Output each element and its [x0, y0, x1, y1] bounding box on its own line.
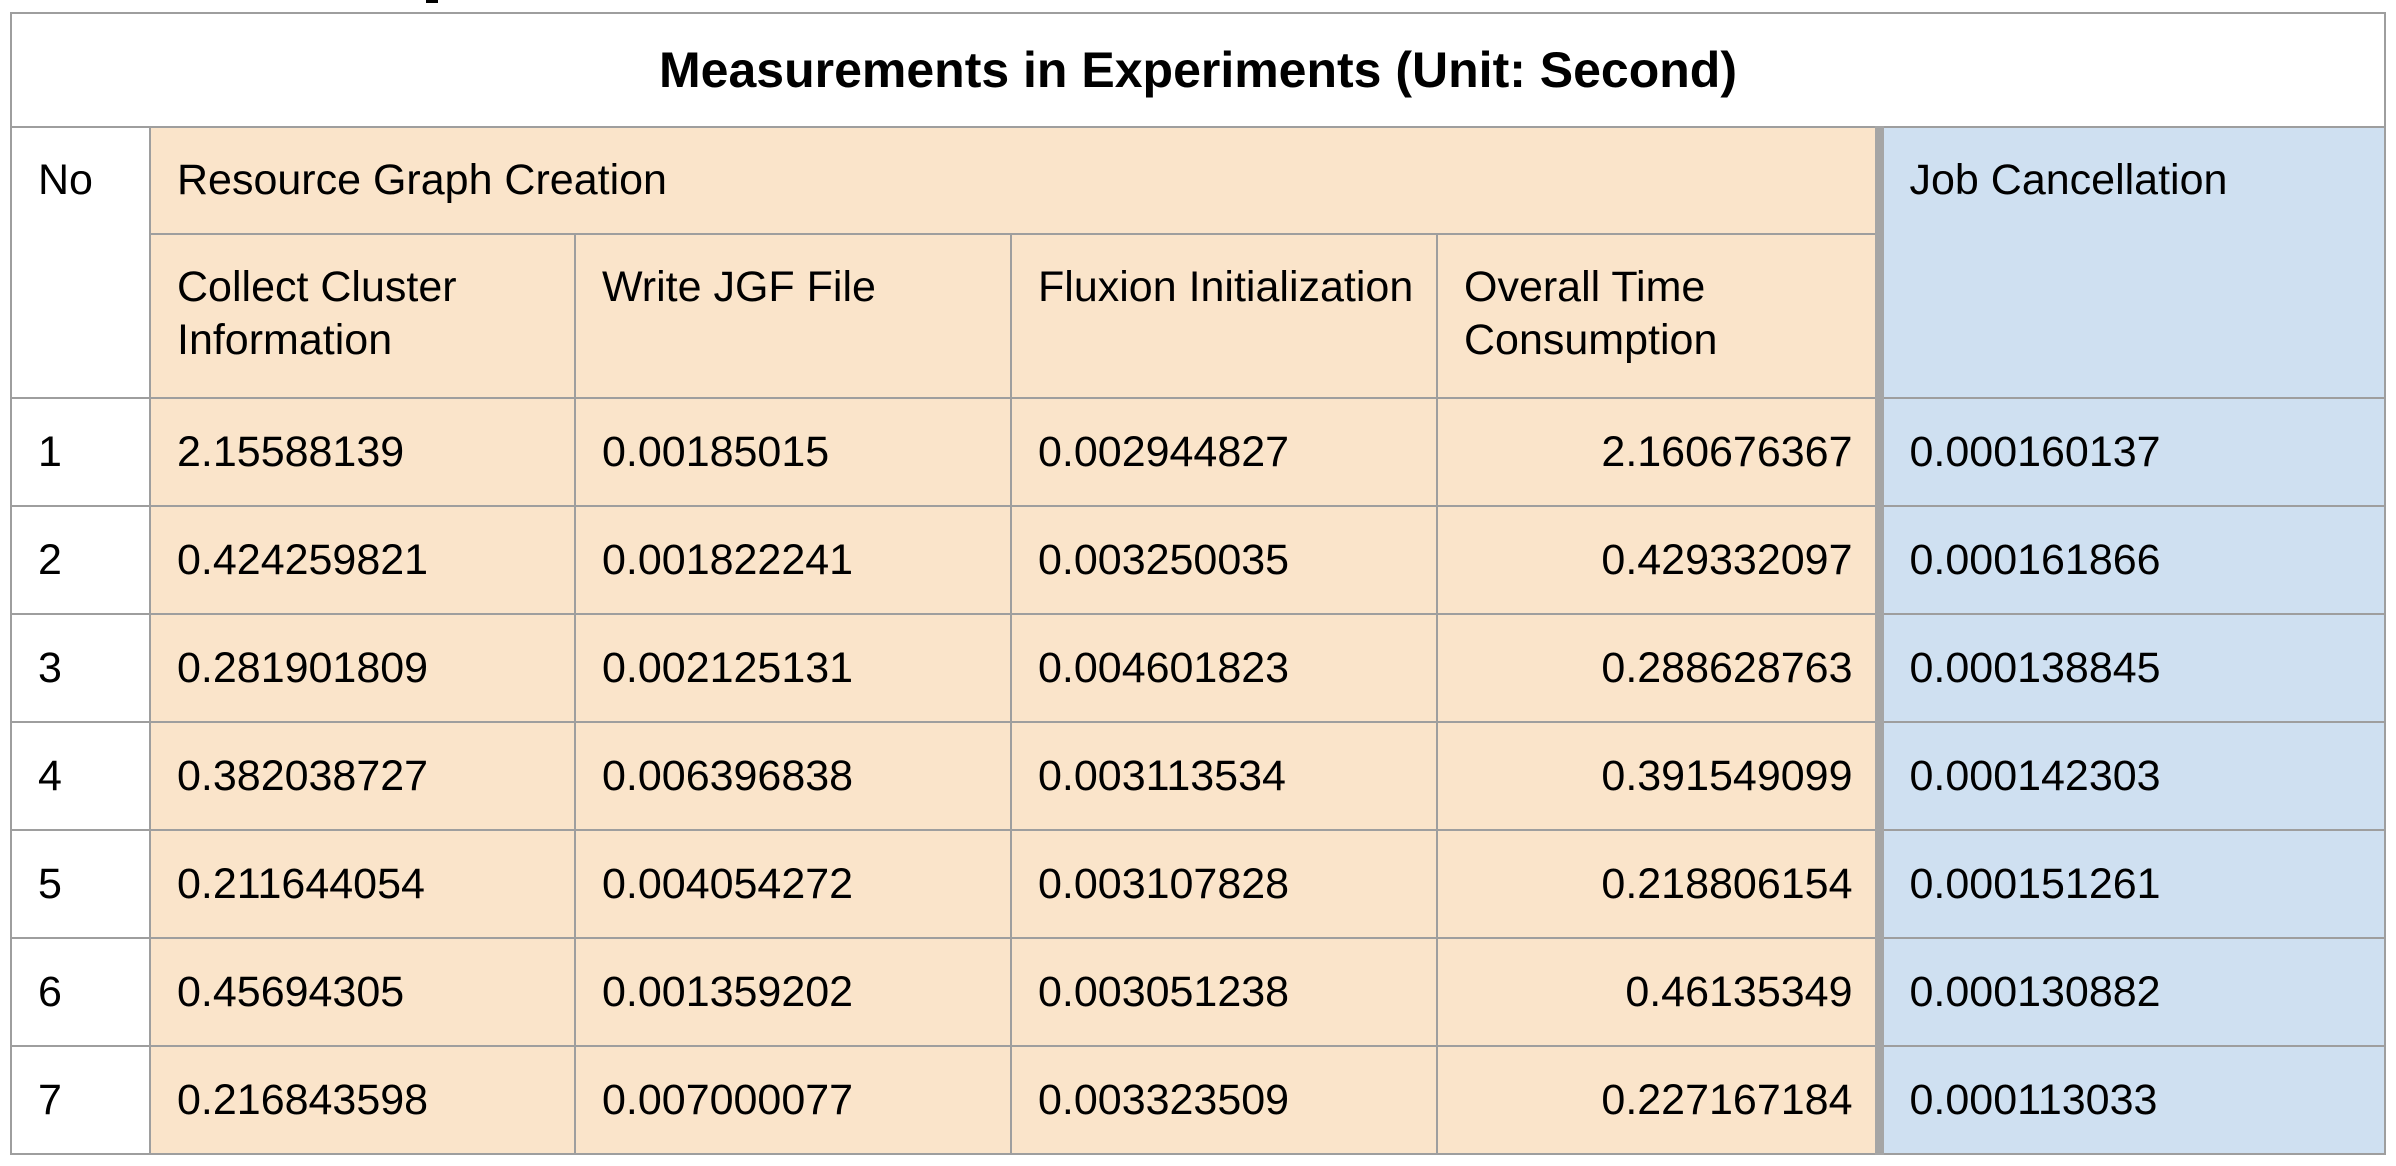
cell-fluxion: 0.002944827	[1010, 397, 1438, 507]
cell-job-cancellation: 0.000113033	[1877, 1045, 2387, 1155]
table-row: 1 2.15588139 0.00185015 0.002944827 2.16…	[10, 397, 2387, 507]
header-fluxion-initialization: Fluxion Initialization	[1010, 233, 1438, 399]
cell-write-jgf: 0.002125131	[574, 613, 1012, 723]
cell-no: 2	[10, 505, 151, 615]
cell-collect: 0.211644054	[149, 829, 576, 939]
cell-no: 4	[10, 721, 151, 831]
cell-overall: 0.218806154	[1436, 829, 1884, 939]
cell-overall: 2.160676367	[1436, 397, 1884, 507]
cell-collect: 0.382038727	[149, 721, 576, 831]
header-no: No	[10, 126, 151, 399]
cell-write-jgf: 0.006396838	[574, 721, 1012, 831]
cell-job-cancellation: 0.000160137	[1877, 397, 2387, 507]
header-job-cancellation: Job Cancellation	[1877, 126, 2387, 399]
cell-overall: 0.46135349	[1436, 937, 1884, 1047]
cell-write-jgf: 0.001822241	[574, 505, 1012, 615]
cell-job-cancellation: 0.000161866	[1877, 505, 2387, 615]
cell-collect: 2.15588139	[149, 397, 576, 507]
cell-no: 5	[10, 829, 151, 939]
cell-no: 1	[10, 397, 151, 507]
cell-job-cancellation: 0.000138845	[1877, 613, 2387, 723]
cell-collect: 0.281901809	[149, 613, 576, 723]
cell-job-cancellation: 0.000130882	[1877, 937, 2387, 1047]
header-resource-graph-creation: Resource Graph Creation	[149, 126, 1884, 235]
cell-fluxion: 0.003107828	[1010, 829, 1438, 939]
cell-overall: 0.391549099	[1436, 721, 1884, 831]
cell-fluxion: 0.003323509	[1010, 1045, 1438, 1155]
cell-job-cancellation: 0.000142303	[1877, 721, 2387, 831]
cell-no: 3	[10, 613, 151, 723]
cell-fluxion: 0.004601823	[1010, 613, 1438, 723]
cell-fluxion: 0.003051238	[1010, 937, 1438, 1047]
table-row: 5 0.211644054 0.004054272 0.003107828 0.…	[10, 829, 2387, 939]
cell-fluxion: 0.003250035	[1010, 505, 1438, 615]
table-row: 2 0.424259821 0.001822241 0.003250035 0.…	[10, 505, 2387, 615]
cell-overall: 0.429332097	[1436, 505, 1884, 615]
cell-collect: 0.45694305	[149, 937, 576, 1047]
cell-no: 7	[10, 1045, 151, 1155]
table-row: 4 0.382038727 0.006396838 0.003113534 0.…	[10, 721, 2387, 831]
cell-write-jgf: 0.004054272	[574, 829, 1012, 939]
cell-write-jgf: 0.007000077	[574, 1045, 1012, 1155]
header-collect-cluster-information: Collect Cluster Information	[149, 233, 576, 399]
cell-job-cancellation: 0.000151261	[1877, 829, 2387, 939]
table-row: 3 0.281901809 0.002125131 0.004601823 0.…	[10, 613, 2387, 723]
table-row: 6 0.45694305 0.001359202 0.003051238 0.4…	[10, 937, 2387, 1047]
cell-no: 6	[10, 937, 151, 1047]
top-edge-mark	[426, 0, 438, 3]
cell-write-jgf: 0.001359202	[574, 937, 1012, 1047]
header-write-jgf-file: Write JGF File	[574, 233, 1012, 399]
cell-fluxion: 0.003113534	[1010, 721, 1438, 831]
cell-write-jgf: 0.00185015	[574, 397, 1012, 507]
table-title: Measurements in Experiments (Unit: Secon…	[9, 12, 2387, 128]
cell-collect: 0.216843598	[149, 1045, 576, 1155]
cell-collect: 0.424259821	[149, 505, 576, 615]
measurements-table: Measurements in Experiments (Unit: Secon…	[9, 12, 2387, 1155]
cell-overall: 0.227167184	[1436, 1045, 1884, 1155]
table-row: 7 0.216843598 0.007000077 0.003323509 0.…	[10, 1045, 2387, 1155]
header-overall-time-consumption: Overall Time Consumption	[1436, 233, 1884, 399]
cell-overall: 0.288628763	[1436, 613, 1884, 723]
